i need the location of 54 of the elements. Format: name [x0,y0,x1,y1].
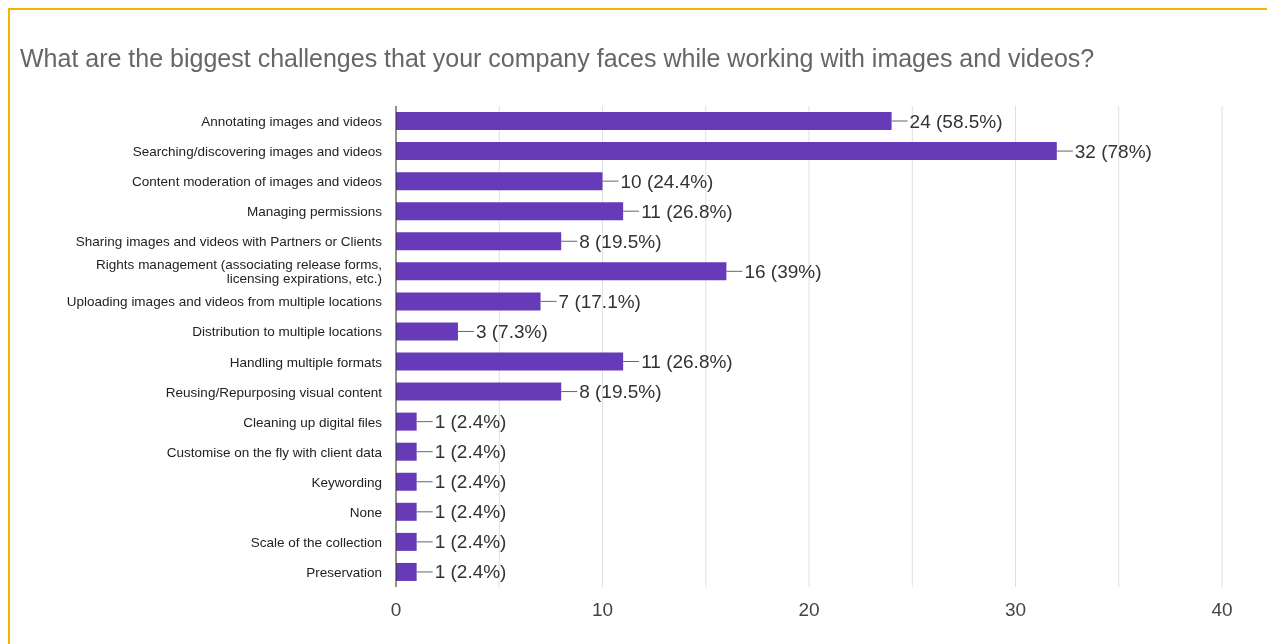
bar [396,262,727,281]
y-tick-label: Sharing images and videos with Partners or Clients [75,233,383,249]
bar [396,352,624,371]
x-tick-label: 20 [798,599,820,621]
bar [396,412,417,431]
y-tick-label: Content moderation of images and videos [132,173,383,189]
y-tick-label: Uploading images and videos from multiple locations [66,293,383,309]
y-tick-label: Handling multiple formats [229,354,383,370]
data-label: 1 (2.4%) [434,471,507,493]
x-tick-label: 0 [390,599,402,621]
y-tick-label: Cleaning up digital files [243,414,383,430]
bar [396,502,417,521]
bar [396,172,603,191]
data-label: 16 (39%) [744,260,822,282]
y-tick-label: Reusing/Repurposing visual content [165,384,383,400]
y-tick-label: None [349,504,382,520]
data-label: 11 (26.8%) [641,351,733,372]
data-label: 32 (78%) [1074,140,1152,162]
y-tick-label: Rights management (associating release forms, licensing expirations, etc.) [96,256,382,286]
y-tick-label: Searching/discovering images and videos [132,143,383,159]
x-tick-label: 10 [591,599,614,621]
bar [396,382,562,401]
bar [396,532,417,551]
y-tick-label: Annotating images and videos [201,113,383,129]
bar [396,232,562,251]
y-tick-label: Keywording [311,474,382,490]
bar [396,112,892,130]
data-label: 1 (2.4%) [434,411,507,433]
y-tick-label: Scale of the collection [250,534,382,550]
bar [396,142,1057,161]
x-tick-label: 30 [1004,599,1027,621]
y-tick-label: Preservation [306,564,382,580]
data-label: 1 (2.4%) [434,531,507,553]
y-tick-label: Managing permissions [246,203,383,219]
x-tick-label: 40 [1211,599,1233,621]
data-label: 1 (2.4%) [434,441,507,463]
data-label: 8 (19.5%) [579,381,662,403]
y-tick-label: Distribution to multiple locations [192,323,383,339]
data-label: 7 (17.1%) [558,290,641,312]
y-tick-label: Customise on the fly with client data [166,444,383,460]
data-label: 10 (24.4%) [620,170,714,192]
data-label: 24 (58.5%) [909,110,1003,132]
data-label: 1 (2.4%) [434,501,507,523]
data-label: 1 (2.4%) [434,561,507,583]
bar [396,322,458,341]
bar [396,562,417,581]
bar [396,472,417,491]
bar [396,442,417,461]
data-label: 8 (19.5%) [579,230,662,252]
data-label: 3 (7.3%) [475,320,548,342]
chart-title: What are the biggest challenges that your company faces while working with images and videos? [20,44,1095,73]
data-label: 11 (26.8%) [641,200,733,222]
bar [396,292,541,311]
bar [396,202,624,221]
